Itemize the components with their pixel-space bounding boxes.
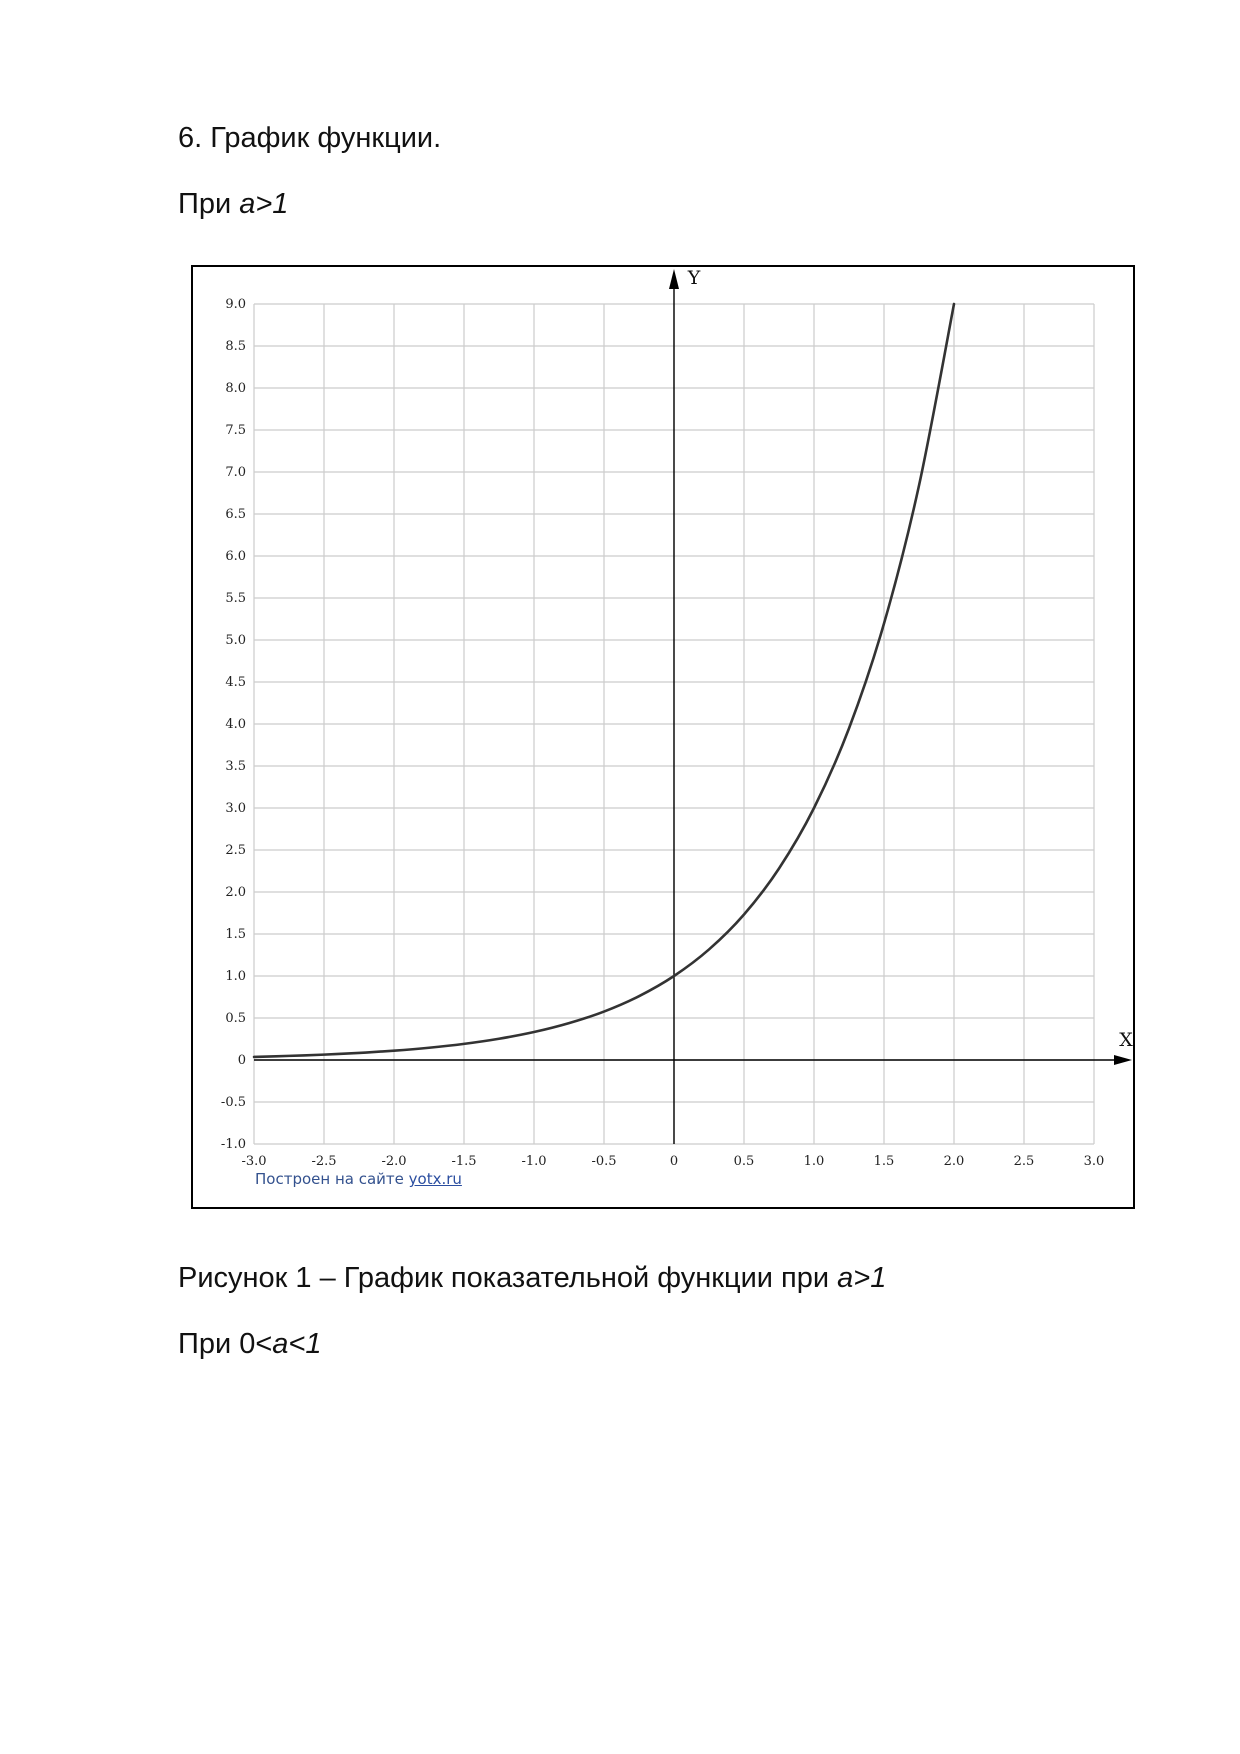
y-tick-label: 6.0: [225, 549, 246, 564]
x-tick-label: 2.5: [1014, 1154, 1035, 1169]
condition-text-2: При 0<a<1: [178, 1326, 322, 1362]
y-tick-label: 1.0: [225, 969, 246, 984]
x-axis-arrow: [1114, 1055, 1132, 1065]
y-tick-label: 3.0: [225, 801, 246, 816]
x-tick-label: -0.5: [591, 1154, 616, 1169]
figure-caption: Рисунок 1 – График показательной функции…: [178, 1260, 886, 1296]
series-line: [252, 302, 956, 1059]
y-tick-label: 5.0: [225, 633, 246, 648]
chart-credit: Построен на сайте yotx.ru: [255, 1170, 462, 1188]
x-tick-label: 1.0: [804, 1154, 825, 1169]
x-tick-label: -1.5: [451, 1154, 476, 1169]
y-tick-label: 8.0: [225, 381, 246, 396]
y-tick-label: 0: [238, 1053, 246, 1068]
y-tick-label: 2.0: [225, 885, 246, 900]
x-tick-label: -3.0: [241, 1154, 266, 1169]
credit-link[interactable]: yotx.ru: [408, 1170, 462, 1188]
y-tick-label: 9.0: [225, 297, 246, 312]
y-tick-label: 5.5: [225, 591, 246, 606]
y-tick-label: 6.5: [225, 507, 246, 522]
x-tick-label: 2.0: [944, 1154, 965, 1169]
caption-variable: a>1: [837, 1262, 887, 1294]
x-tick-label: -1.0: [521, 1154, 546, 1169]
function-graph-figure: -3.0 -2.5 -2.0 -1.5 -1.0 -0.5 0 0.5 1.0 1.5 2.0 2.5…: [191, 265, 1135, 1209]
x-tick-label: 0: [670, 1154, 678, 1169]
y-tick-label: 3.5: [225, 759, 246, 774]
y-tick-label: -1.0: [221, 1137, 246, 1152]
y-tick-label: 7.5: [225, 423, 246, 438]
y-tick-label: 4.0: [225, 717, 246, 732]
section-heading: 6. График функции.: [178, 122, 442, 154]
y-tick-label: 7.0: [225, 465, 246, 480]
y-tick-label: 0.5: [225, 1011, 246, 1026]
y-axis-arrow: [669, 269, 679, 289]
condition-text: При a>1: [178, 186, 288, 222]
condition2-variable: a<1: [272, 1328, 322, 1360]
caption-text: Рисунок 1 – График показательной функции…: [178, 1262, 838, 1294]
x-tick-label: -2.0: [381, 1154, 406, 1169]
exponential-chart: -3.0 -2.5 -2.0 -1.5 -1.0 -0.5 0 0.5 1.0 1.5 2.0 2.5…: [221, 267, 1133, 1169]
y-tick-label: 2.5: [225, 843, 246, 858]
y-tick-label: 1.5: [225, 927, 246, 942]
credit-text: Построен на сайте: [255, 1170, 409, 1188]
x-tick-label: 3.0: [1084, 1154, 1105, 1169]
y-tick-label: 8.5: [225, 339, 246, 354]
x-tick-label: -2.5: [311, 1154, 336, 1169]
x-tick-label: 1.5: [874, 1154, 895, 1169]
x-axis-label: X: [1119, 1029, 1133, 1051]
y-tick-label: 4.5: [225, 675, 246, 690]
y-tick-label: -0.5: [221, 1095, 246, 1110]
condition2-prefix: При 0<: [178, 1328, 273, 1360]
x-tick-label: 0.5: [734, 1154, 755, 1169]
condition-variable: a>1: [239, 188, 289, 220]
y-axis-label: Y: [687, 267, 701, 289]
condition-prefix: При: [178, 188, 240, 220]
